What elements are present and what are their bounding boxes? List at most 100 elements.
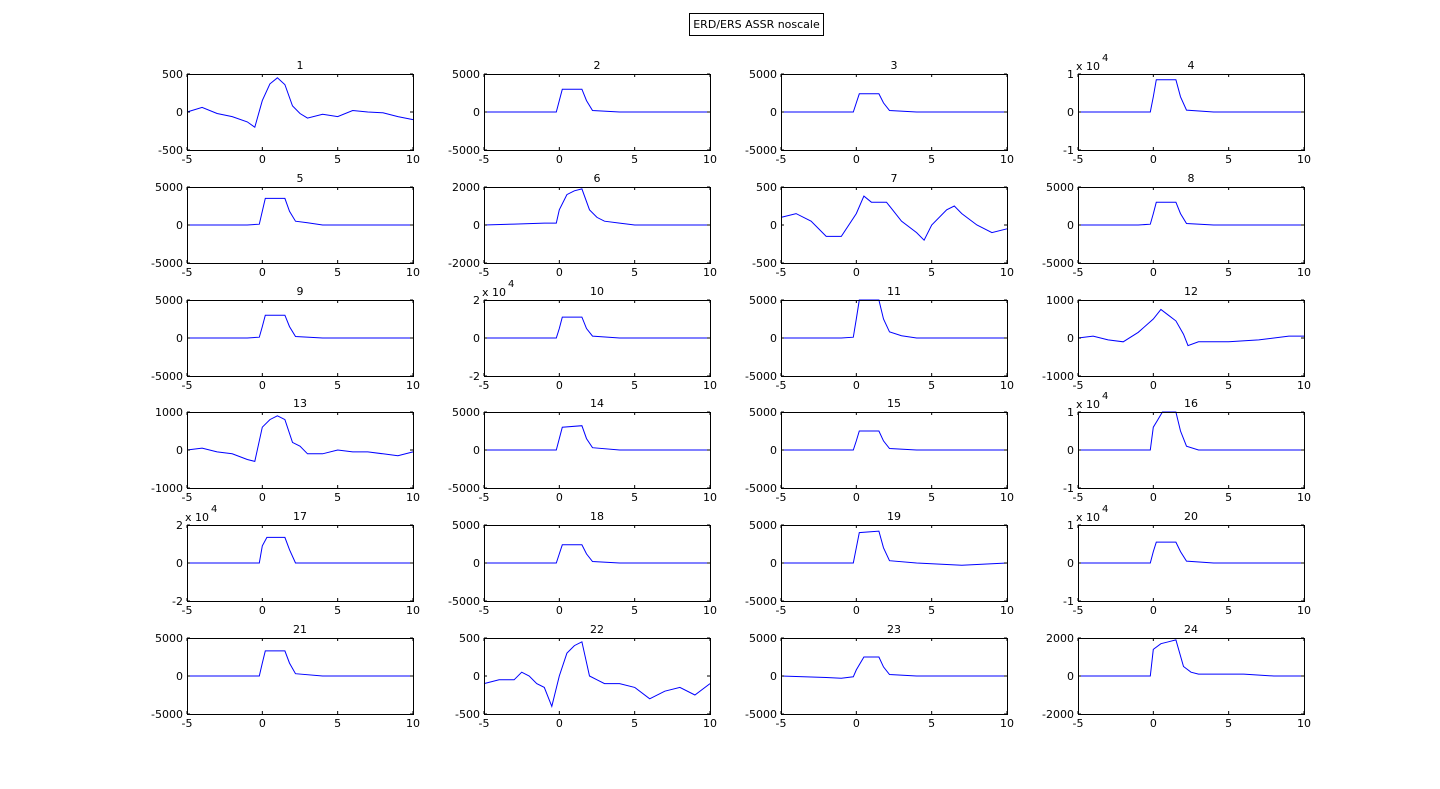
subplot-7: -5 0 5 10 -500 0 500 7 — [752, 172, 1014, 279]
subplot-title: 11 — [887, 285, 901, 298]
x-tick-label: 5 — [928, 604, 935, 617]
x-tick-label: 10 — [1000, 153, 1014, 166]
subplot-title: 24 — [1184, 623, 1198, 636]
x-tick-label: -5 — [182, 266, 193, 279]
series-line — [781, 299, 1007, 339]
y-tick-label: -1000 — [151, 482, 183, 495]
subplot-title: 10 — [590, 285, 604, 298]
series-line — [780, 656, 1007, 679]
series-line — [484, 88, 710, 113]
y-tick-label: 0 — [770, 219, 777, 232]
x-tick-label: 10 — [1297, 153, 1311, 166]
subplot-5: -5 0 5 10 -5000 0 5000 5 — [151, 172, 420, 279]
y-tick-label: 0 — [473, 444, 480, 457]
series-line — [187, 536, 413, 564]
x-tick-label: 5 — [1225, 379, 1232, 392]
subplot-title: 12 — [1184, 285, 1198, 298]
subplot-title: 19 — [887, 510, 901, 523]
y-exponent-power: 4 — [211, 504, 217, 515]
x-tick-label: 10 — [703, 379, 717, 392]
x-tick-label: -5 — [1073, 266, 1084, 279]
x-tick-label: 0 — [1150, 717, 1157, 730]
x-tick-label: 5 — [928, 379, 935, 392]
x-tick-label: 0 — [1150, 491, 1157, 504]
y-tick-label: 0 — [770, 557, 777, 570]
x-tick-label: 5 — [1225, 266, 1232, 279]
x-tick-label: -5 — [182, 717, 193, 730]
x-tick-label: 10 — [703, 153, 717, 166]
x-tick-label: -5 — [1073, 717, 1084, 730]
x-tick-label: 10 — [1297, 266, 1311, 279]
x-tick-label: 0 — [556, 491, 563, 504]
x-tick-label: -5 — [1073, 604, 1084, 617]
x-tick-label: 0 — [853, 717, 860, 730]
x-tick-label: -5 — [182, 604, 193, 617]
y-tick-label: 0 — [1067, 219, 1074, 232]
x-tick-label: 0 — [1150, 379, 1157, 392]
x-tick-label: 5 — [631, 153, 638, 166]
x-tick-label: 0 — [556, 604, 563, 617]
y-exponent-label: x 10 — [1076, 398, 1100, 411]
x-tick-label: -5 — [479, 491, 490, 504]
series-line — [187, 314, 413, 339]
series-line — [187, 197, 413, 226]
subplot-12: -5 0 5 10 -1000 0 1000 12 — [1042, 285, 1311, 392]
subplot-title: 8 — [1188, 172, 1195, 185]
series-line — [1077, 308, 1304, 347]
y-tick-label: -5000 — [151, 370, 183, 383]
subplot-16: -5 0 5 10 -1 0 1 16 x 104 — [1063, 391, 1311, 504]
x-tick-label: 0 — [259, 604, 266, 617]
subplot-3: -5 0 5 10 -5000 0 5000 3 — [745, 59, 1014, 166]
x-tick-label: -5 — [1073, 153, 1084, 166]
x-tick-label: 5 — [334, 379, 341, 392]
y-tick-label: 5000 — [155, 632, 183, 645]
series-line — [1078, 639, 1304, 677]
y-tick-label: -5000 — [745, 595, 777, 608]
y-tick-label: 500 — [162, 68, 183, 81]
y-tick-label: 0 — [1067, 332, 1074, 345]
series-line — [1078, 201, 1304, 226]
subplot-title: 23 — [887, 623, 901, 636]
subplot-title: 20 — [1184, 510, 1198, 523]
x-tick-label: 5 — [631, 604, 638, 617]
series-line — [780, 195, 1008, 242]
subplot-2: -5 0 5 10 -5000 0 5000 2 — [448, 59, 717, 166]
x-tick-label: 5 — [334, 717, 341, 730]
y-tick-label: -2 — [469, 370, 480, 383]
y-tick-label: 0 — [770, 106, 777, 119]
x-tick-label: 5 — [631, 266, 638, 279]
x-tick-label: 10 — [406, 604, 420, 617]
y-tick-label: 5000 — [452, 68, 480, 81]
x-tick-label: 10 — [703, 604, 717, 617]
series-line — [186, 415, 414, 463]
y-tick-label: 5000 — [749, 406, 777, 419]
y-tick-label: 0 — [473, 332, 480, 345]
subplot-title: 22 — [590, 623, 604, 636]
y-tick-label: 1 — [1067, 406, 1074, 419]
x-tick-label: -5 — [479, 717, 490, 730]
subplot-title: 14 — [590, 397, 604, 410]
series-line — [781, 530, 1008, 566]
x-tick-label: 5 — [928, 717, 935, 730]
x-tick-label: 5 — [631, 717, 638, 730]
x-tick-label: 0 — [259, 266, 266, 279]
y-tick-label: 1000 — [1046, 294, 1074, 307]
x-tick-label: 0 — [853, 153, 860, 166]
y-tick-label: 5000 — [749, 632, 777, 645]
subplot-11: -5 0 5 10 -5000 0 5000 11 — [745, 285, 1014, 392]
subplot-title: 13 — [293, 397, 307, 410]
y-tick-label: 0 — [1067, 106, 1074, 119]
series-line — [484, 316, 710, 339]
x-tick-label: 0 — [1150, 266, 1157, 279]
x-tick-label: 5 — [1225, 717, 1232, 730]
x-tick-label: -5 — [182, 491, 193, 504]
x-tick-label: 5 — [1225, 153, 1232, 166]
x-tick-label: 0 — [853, 266, 860, 279]
y-tick-label: -1 — [1063, 144, 1074, 157]
subplot-1: -5 0 5 10 -500 0 500 1 — [158, 59, 420, 166]
y-tick-label: -1 — [1063, 482, 1074, 495]
series-line — [187, 650, 413, 677]
x-tick-label: 5 — [631, 379, 638, 392]
x-tick-label: -5 — [1073, 379, 1084, 392]
